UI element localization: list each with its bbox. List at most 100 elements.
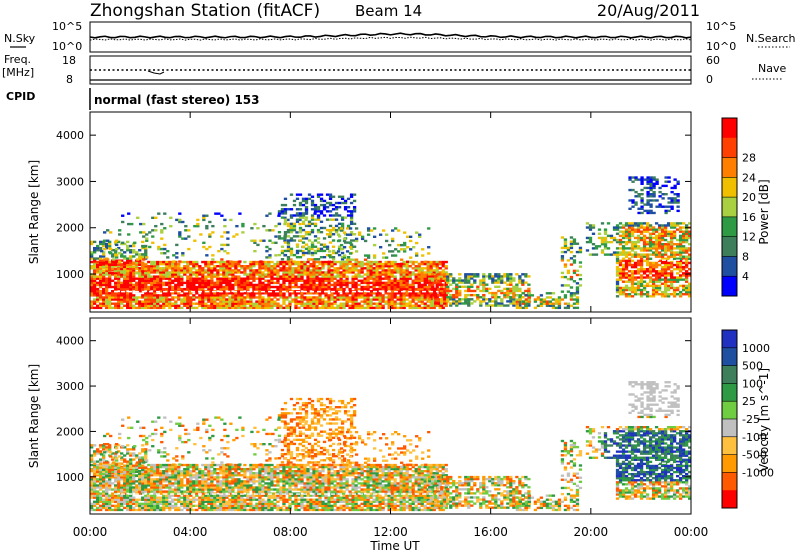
power-cell — [160, 247, 164, 251]
velocity-cell — [99, 508, 103, 512]
power-cell — [375, 296, 379, 299]
power-cell — [307, 222, 312, 226]
power-cell — [126, 300, 130, 303]
power-cell — [313, 258, 318, 261]
power-cell — [464, 275, 468, 278]
power-cell — [333, 281, 337, 285]
power-cell — [678, 240, 683, 244]
power-cell — [93, 302, 97, 305]
power-cell — [494, 298, 498, 301]
power-cell — [126, 279, 130, 282]
power-cell — [196, 218, 200, 222]
power-cell — [417, 279, 421, 282]
velocity-cell — [93, 508, 97, 512]
power-cell — [648, 280, 653, 283]
power-cell — [360, 292, 364, 295]
power-cell — [259, 239, 263, 242]
power-cell — [423, 306, 427, 310]
power-cell — [615, 255, 620, 258]
power-cell — [267, 265, 271, 268]
power-cell — [328, 214, 333, 217]
power-cell — [231, 279, 235, 282]
power-cell — [324, 302, 328, 305]
power-cell — [455, 289, 459, 293]
power-cell — [303, 262, 307, 266]
power-cell — [96, 281, 100, 285]
power-cell — [210, 294, 214, 297]
power-cell — [384, 302, 388, 305]
power-cell — [111, 249, 115, 252]
power-cell — [681, 247, 686, 250]
power-cell — [366, 296, 370, 299]
velocity-cell — [159, 465, 163, 469]
power-cell — [399, 271, 403, 274]
power-cell — [93, 277, 97, 280]
power-cell — [328, 233, 333, 236]
power-cell — [591, 224, 596, 227]
power-cell — [258, 267, 262, 270]
power-cell — [488, 298, 492, 301]
power-cell — [399, 300, 403, 303]
power-cell — [387, 269, 391, 272]
power-cell — [192, 296, 196, 299]
velocity-cell — [126, 508, 130, 512]
power-cell — [563, 244, 568, 248]
power-cell — [280, 212, 285, 215]
power-cell — [397, 229, 401, 232]
power-cell — [315, 298, 319, 301]
velocity-cell — [102, 476, 106, 479]
power-cell — [288, 296, 292, 299]
power-cell — [657, 276, 662, 279]
power-cell — [449, 302, 453, 305]
power-cell — [318, 269, 322, 272]
velocity-cell — [165, 486, 169, 489]
velocity-cell — [102, 506, 106, 510]
power-cell — [207, 287, 211, 291]
power-cell — [494, 304, 498, 307]
power-cell — [652, 178, 656, 181]
power-cell — [339, 302, 343, 305]
power-cell — [333, 292, 337, 295]
power-cell — [630, 280, 635, 283]
power-cell — [150, 294, 154, 297]
power-cell — [210, 267, 214, 270]
power-cell — [634, 178, 638, 181]
power-cell — [560, 250, 565, 254]
power-cell — [615, 295, 620, 298]
power-cell — [231, 302, 235, 305]
power-cell — [316, 216, 321, 219]
power-cell — [681, 293, 686, 296]
power-cell — [381, 285, 385, 289]
power-cell — [479, 281, 483, 284]
power-cell — [234, 304, 238, 307]
velocity-cell — [93, 496, 97, 499]
power-cell — [646, 193, 650, 196]
power-cell — [120, 292, 124, 295]
power-cell — [108, 300, 112, 303]
power-cell — [228, 262, 232, 266]
power-cell — [482, 273, 486, 276]
power-cell — [331, 245, 336, 248]
power-cell — [357, 306, 361, 310]
power-cell — [417, 271, 421, 274]
power-cell — [286, 243, 291, 246]
power-cell — [660, 253, 665, 256]
power-cell — [652, 195, 656, 198]
power-cell — [180, 271, 184, 274]
power-cell — [295, 231, 299, 234]
power-cell — [649, 176, 653, 179]
power-cell — [297, 260, 301, 264]
power-cell — [228, 306, 232, 310]
power-cell — [222, 262, 226, 266]
power-cell — [162, 283, 166, 287]
power-cell — [497, 289, 501, 293]
power-cell — [142, 245, 146, 249]
power-cell — [252, 306, 256, 310]
power-cell — [273, 281, 277, 285]
power-cell — [249, 296, 253, 299]
power-cell — [150, 277, 154, 280]
power-cell — [512, 289, 516, 293]
power-cell — [411, 260, 415, 264]
power-cell — [645, 293, 650, 296]
power-cell — [186, 302, 190, 305]
